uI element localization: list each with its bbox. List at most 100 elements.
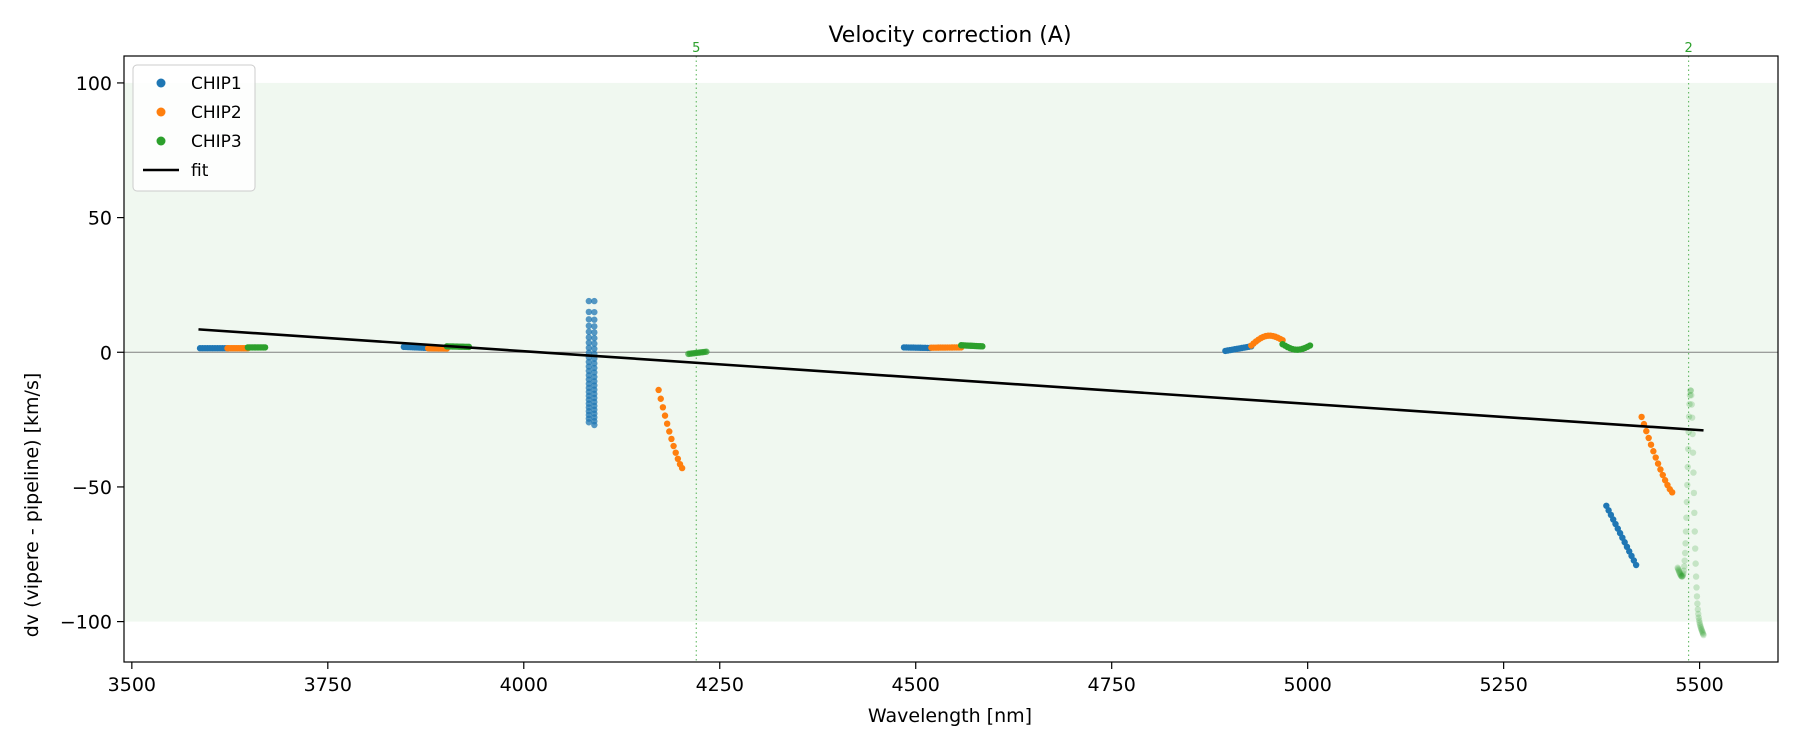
point-chip3-5-3 — [1675, 567, 1683, 575]
x-tick-label-4250: 4250 — [696, 674, 744, 696]
point-chip1-2-10 — [585, 358, 593, 366]
x-tick-label-5000: 5000 — [1283, 674, 1331, 696]
point-chip1-3-10 — [591, 360, 598, 367]
point-chip1-3-3 — [591, 323, 598, 330]
point-chip2-5-2 — [1643, 427, 1650, 435]
point-chip3-5-42 — [1692, 573, 1700, 580]
point-chip3-5-16 — [1681, 557, 1688, 564]
point-chip2-2-3 — [661, 412, 669, 419]
point-chip3-5-0 — [1674, 564, 1681, 571]
point-chip3-5-1 — [1674, 565, 1682, 573]
point-chip2-5-6 — [1652, 454, 1659, 461]
point-chip2-2-2 — [659, 404, 667, 411]
legend-label-fit: fit — [191, 161, 209, 181]
point-chip3-4-11 — [1306, 342, 1314, 349]
point-chip3-5-12 — [1679, 572, 1687, 579]
x-tick-label-4000: 4000 — [500, 674, 548, 696]
point-chip2-2-7 — [670, 442, 677, 450]
point-chip3-5-37 — [1690, 489, 1698, 497]
point-chip1-6-13 — [1632, 561, 1640, 569]
point-chip3-5-41 — [1692, 560, 1699, 567]
x-tick-label-3750: 3750 — [304, 674, 352, 696]
point-chip1-2-4 — [585, 328, 593, 335]
point-chip3-5-54 — [1698, 625, 1705, 633]
point-chip3-5-29 — [1687, 387, 1694, 394]
y-axis-label: dv (vipere - pipeline) [km/s] — [21, 373, 43, 638]
point-chip2-2-1 — [657, 395, 664, 402]
point-chip3-5-47 — [1695, 610, 1702, 618]
point-chip3-5-53 — [1697, 624, 1705, 631]
y-tick-label--50: −50 — [72, 477, 112, 499]
y-tick-label-50: 50 — [88, 208, 112, 230]
point-chip1-3-4 — [591, 329, 598, 336]
point-chip3-5-57 — [1699, 629, 1706, 636]
point-chip1-2-2 — [585, 316, 593, 323]
point-chip3-5-30 — [1687, 387, 1695, 394]
point-chip3-5-27 — [1686, 400, 1693, 408]
point-chip3-5-24 — [1684, 445, 1692, 453]
point-chip3-5-9 — [1678, 573, 1685, 580]
point-chip3-5-23 — [1684, 463, 1691, 471]
point-chip3-5-35 — [1689, 449, 1697, 456]
point-chip3-5-39 — [1691, 528, 1698, 535]
point-chip3-2-11 — [703, 348, 710, 355]
axes: 3500 3750 4000 4250 4500 4750 5000 5250 5500 −100… — [60, 55, 1779, 696]
point-chip2-2-6 — [668, 435, 675, 443]
vline-label-0: 5 — [692, 41, 700, 56]
point-chip3-5-32 — [1688, 401, 1695, 408]
series-chip1 — [196, 297, 1640, 569]
point-chip1-3-7 — [591, 345, 598, 352]
legend-marker-chip1 — [156, 78, 166, 88]
point-chip3-5-40 — [1692, 545, 1699, 552]
point-chip3-5-58 — [1699, 630, 1707, 638]
point-chip3-5-55 — [1698, 627, 1705, 634]
point-chip1-2-0 — [585, 297, 593, 305]
point-chip3-5-44 — [1693, 593, 1701, 600]
point-chip3-3-11 — [979, 343, 986, 350]
point-chip3-5-4 — [1676, 568, 1683, 576]
point-chip3-5-59 — [1700, 631, 1707, 639]
point-chip3-5-5 — [1676, 570, 1684, 577]
legend: CHIP1 CHIP2 CHIP3 fit — [132, 64, 256, 192]
point-chip3-5-18 — [1682, 540, 1689, 547]
point-chip3-5-26 — [1685, 413, 1693, 420]
y-tick-label-100: 100 — [76, 73, 112, 95]
x-tick-label-4750: 4750 — [1088, 674, 1136, 696]
point-chip2-5-3 — [1645, 434, 1652, 442]
point-chip3-5-15 — [1681, 563, 1688, 570]
point-chip3-5-46 — [1694, 606, 1702, 613]
point-chip2-5-4 — [1647, 441, 1655, 448]
legend-label-chip2: CHIP2 — [191, 103, 242, 123]
point-chip3-5-52 — [1697, 623, 1704, 630]
point-chip1-2-25 — [585, 419, 593, 426]
y-tick-label--100: −100 — [60, 612, 112, 634]
legend-label-chip1: CHIP1 — [191, 74, 242, 94]
point-chip3-5-34 — [1689, 430, 1696, 438]
x-tick-label-5250: 5250 — [1479, 674, 1527, 696]
point-chip2-2-11 — [678, 464, 686, 472]
point-chip3-5-14 — [1680, 567, 1688, 574]
point-chip2-2-0 — [655, 386, 662, 394]
point-chip3-5-48 — [1695, 614, 1702, 621]
point-chip3-5-17 — [1681, 549, 1689, 557]
point-chip3-5-31 — [1688, 392, 1695, 399]
point-chip1-2-7 — [585, 344, 593, 351]
point-chip3-5-49 — [1695, 617, 1703, 624]
fit-line — [198, 328, 1704, 432]
point-chip2-5-9 — [1659, 471, 1666, 479]
point-chip1-3-5 — [591, 334, 598, 342]
point-chip2-5-13 — [1668, 489, 1676, 496]
point-chip3-5-13 — [1680, 570, 1687, 577]
point-chip1-2-5 — [585, 334, 593, 341]
chart-title: Velocity correction (A) — [828, 23, 1071, 48]
axes-frame — [123, 55, 1779, 663]
point-chip1-3-11 — [591, 364, 598, 372]
point-chip3-5-43 — [1693, 584, 1700, 591]
legend-marker-chip3 — [156, 136, 166, 146]
point-chip3-5-33 — [1688, 414, 1696, 421]
point-chip3-5-8 — [1677, 572, 1685, 580]
x-tick-label-5500: 5500 — [1675, 674, 1723, 696]
